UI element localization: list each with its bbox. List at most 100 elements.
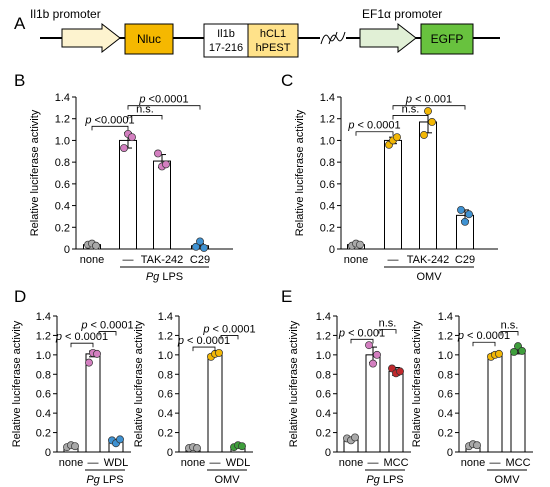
ef1a-promoter-label: EF1α promoter <box>362 7 442 21</box>
y-tick-label: 1.4 <box>36 311 51 323</box>
comparison-bracket <box>98 331 117 336</box>
y-tick-label: 0.6 <box>320 179 335 191</box>
y-axis-label: Relative luciferase activity <box>294 109 306 236</box>
data-point <box>196 237 204 246</box>
data-point <box>424 107 432 116</box>
x-tick-label: C29 <box>455 254 475 266</box>
il1b-fragment-label: Il1b <box>217 28 235 40</box>
y-tick-label: 0 <box>64 244 70 256</box>
comparison-bracket <box>392 105 466 110</box>
comparison-label: p < 0.001 <box>338 327 385 339</box>
y-tick-label: 1.0 <box>55 135 70 147</box>
y-tick-label: 0.6 <box>438 389 453 401</box>
y-tick-label: 1.0 <box>316 350 331 362</box>
y-tick-label: 0.2 <box>438 428 453 440</box>
x-tick-label: — <box>210 457 221 469</box>
x-tick-label: — <box>368 457 379 469</box>
x-tick-label: WDL <box>226 457 250 469</box>
hcl1-label: hCL1 <box>260 28 286 40</box>
chart-d-3: Relative luciferase activity 0 0.2 0.4 0.6 0.… <box>133 311 256 486</box>
comparison-bracket <box>91 125 129 131</box>
y-tick-label: 1.2 <box>55 114 70 126</box>
data-point <box>215 348 223 357</box>
y-tick-label: 0 <box>329 244 335 256</box>
comparison-label: p <0.0001 <box>84 114 134 126</box>
y-axis-label: Relative luciferase activity <box>11 320 23 447</box>
y-tick-label: 0.8 <box>320 157 335 169</box>
x-tick-label: none <box>344 254 368 266</box>
x-tick-label: — <box>123 254 134 266</box>
nluc-label: Nluc <box>137 32 161 46</box>
group-label: OMV <box>416 271 442 283</box>
data-point <box>356 240 364 249</box>
y-tick-label: 0.6 <box>158 389 173 401</box>
x-tick-label: C29 <box>190 254 210 266</box>
bar <box>487 354 503 453</box>
bar <box>207 354 223 453</box>
bar <box>419 121 437 250</box>
comparison-label: p < 0.001 <box>405 94 452 106</box>
bar <box>119 139 137 250</box>
comparison-bracket <box>220 335 239 340</box>
y-axis-label: Relative luciferase activity <box>133 320 145 447</box>
y-axis-label: Relative luciferase activity <box>411 320 423 447</box>
bar <box>384 139 402 250</box>
data-point <box>510 347 518 356</box>
chart-e-5: Relative luciferase activity 0 0.2 0.4 0.6 0.… <box>411 311 533 486</box>
y-tick-label: 0.2 <box>36 428 51 440</box>
comparison-label: n.s. <box>136 103 154 115</box>
y-tick-label: 0 <box>167 447 173 459</box>
ef1a-promoter-arrow <box>359 22 417 54</box>
il1b-fragment-range: 17-216 <box>209 42 243 54</box>
y-tick-label: 0 <box>325 447 331 459</box>
data-point <box>473 441 481 450</box>
y-tick-label: 0.8 <box>438 369 453 381</box>
comparison-bracket <box>378 329 397 334</box>
bar <box>510 349 526 453</box>
y-tick-label: 1.2 <box>438 330 453 342</box>
y-tick-label: 1.2 <box>316 330 331 342</box>
group-label: Pg LPS <box>86 474 123 486</box>
x-tick-label: none <box>181 457 205 469</box>
y-tick-label: 0.4 <box>320 201 335 213</box>
data-point <box>120 144 128 152</box>
x-tick-label: — <box>88 457 99 469</box>
nluc-box <box>124 23 174 55</box>
x-tick-label: MCC <box>505 457 530 469</box>
chart-c-1: C Relative luciferase activity 0 0.2 0.4 0.6 0… <box>281 71 498 283</box>
data-point <box>428 118 436 126</box>
x-tick-label: — <box>490 457 501 469</box>
y-tick-label: 1.0 <box>438 350 453 362</box>
x-tick-label: none <box>339 457 363 469</box>
data-point <box>200 243 208 252</box>
data-point <box>71 442 79 451</box>
y-tick-label: 1.4 <box>55 92 70 104</box>
data-point <box>238 442 246 451</box>
y-tick-label: 0.6 <box>36 389 51 401</box>
data-point <box>116 435 124 444</box>
y-tick-label: 1.0 <box>320 135 335 147</box>
y-tick-label: 1.4 <box>320 92 335 104</box>
comparison-bracket <box>472 341 496 347</box>
bar <box>85 353 101 453</box>
comparison-bracket <box>350 338 374 344</box>
y-tick-label: 0 <box>447 447 453 459</box>
comparison-bracket <box>500 331 519 336</box>
y-tick-label: 0.4 <box>316 408 331 420</box>
y-tick-label: 0.2 <box>55 222 70 234</box>
data-point <box>420 131 428 139</box>
comparison-bracket <box>192 346 216 352</box>
comparison-label: p < 0.0001 <box>202 323 255 335</box>
group-label: Pg LPS <box>146 271 183 283</box>
y-tick-label: 0.4 <box>55 201 70 213</box>
chart-d-2: D Relative luciferase activity 0 0.2 0.4 0.6 0… <box>11 287 134 486</box>
y-tick-label: 1.2 <box>36 330 51 342</box>
panel-label-c: C <box>281 71 293 90</box>
comparison-label: n.s. <box>501 320 519 332</box>
group-label: OMV <box>214 474 240 486</box>
data-point <box>351 433 359 442</box>
comparison-bracket <box>127 105 201 110</box>
y-axis-label: Relative luciferase activity <box>29 109 41 236</box>
x-tick-label: TAK-242 <box>141 254 184 266</box>
comparison-label: p < 0.0001 <box>177 335 230 347</box>
